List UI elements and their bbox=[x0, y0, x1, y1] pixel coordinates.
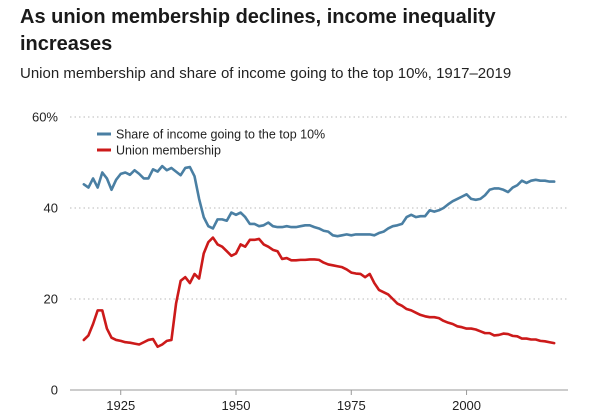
series-line-top-10-share bbox=[82, 164, 556, 238]
series-layer bbox=[82, 164, 556, 349]
legend-label: Share of income going to the top 10% bbox=[116, 128, 325, 142]
y-tick-label: 60% bbox=[32, 110, 58, 125]
y-tick-label: 40 bbox=[44, 201, 58, 216]
chart-title: As union membership declines, income ine… bbox=[20, 6, 496, 55]
legend-label: Union membership bbox=[116, 144, 221, 158]
legend: Share of income going to the top 10% Unio… bbox=[97, 128, 325, 158]
series-line-union-membership bbox=[82, 236, 556, 349]
y-tick-label: 0 bbox=[51, 383, 58, 398]
y-tick-label: 20 bbox=[44, 292, 58, 307]
grid-layer bbox=[70, 116, 568, 300]
x-tick-label: 2000 bbox=[452, 398, 481, 413]
x-tick-label: 1975 bbox=[337, 398, 366, 413]
chart-subtitle: Union membership and share of income goi… bbox=[20, 65, 512, 82]
y-axis: 0 20 40 60% bbox=[32, 110, 58, 398]
x-axis: 1925 1950 1975 2000 bbox=[70, 389, 568, 413]
x-tick-label: 1925 bbox=[106, 398, 135, 413]
x-tick-label: 1950 bbox=[222, 398, 251, 413]
